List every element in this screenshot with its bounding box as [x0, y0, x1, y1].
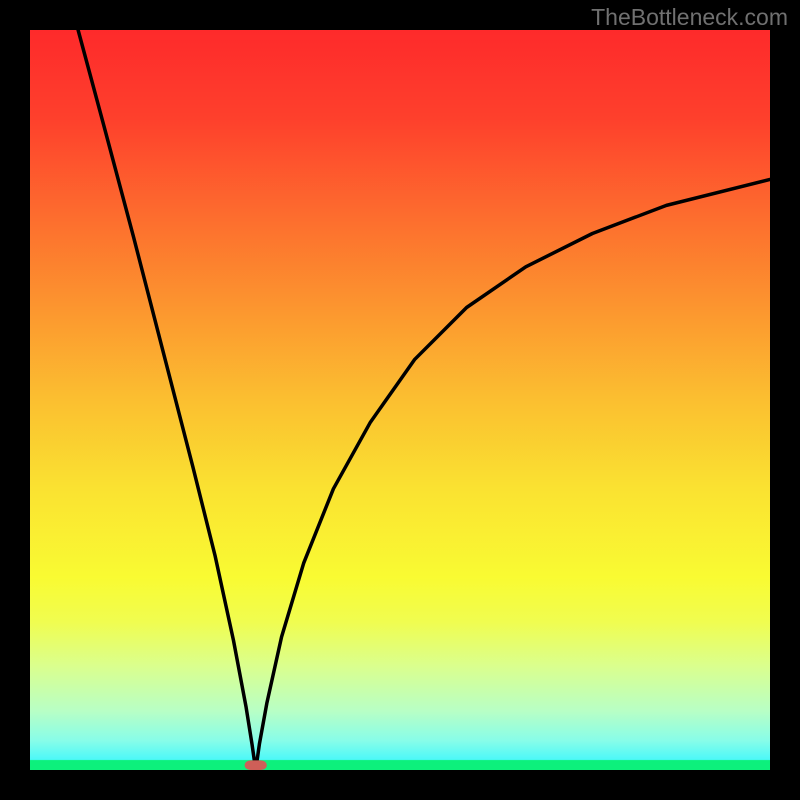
chart-container: TheBottleneck.com — [0, 0, 800, 800]
optimum-marker — [245, 760, 267, 770]
plot-background — [30, 30, 770, 770]
watermark-text: TheBottleneck.com — [591, 4, 788, 31]
bottleneck-chart — [0, 0, 800, 800]
